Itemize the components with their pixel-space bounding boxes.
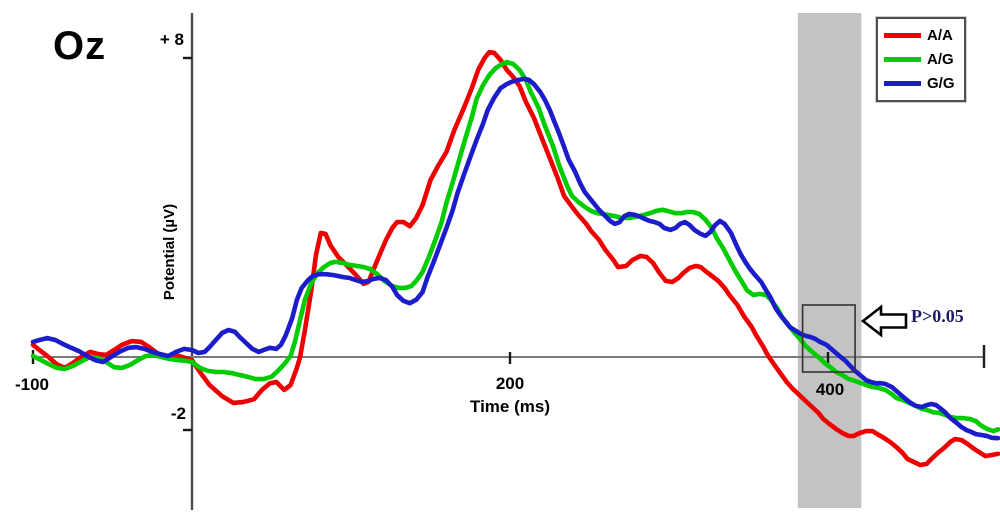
legend-item-gg: G/G <box>884 71 958 95</box>
x-axis-tick-label-200: 200 <box>495 374 525 393</box>
legend-swatch-ag <box>884 56 921 62</box>
legend-box: A/A A/G G/G <box>876 17 966 102</box>
legend-label-aa: A/A <box>927 26 953 44</box>
waveform-gg <box>30 76 1000 441</box>
legend-item-ag: A/G <box>884 47 958 71</box>
p-value-label: P>0.05 <box>911 306 964 326</box>
legend-swatch-gg <box>884 80 921 86</box>
legend-label-gg: G/G <box>927 74 955 92</box>
y-axis-tick-label-plus8: + 8 <box>159 30 184 49</box>
legend-swatch-aa <box>884 32 921 38</box>
legend-item-aa: A/A <box>884 23 958 47</box>
y-axis-tick-label-minus2: -2 <box>170 404 186 423</box>
left-block-arrow-icon <box>860 304 908 338</box>
electrode-title: Oz <box>53 24 107 68</box>
significance-box-outline <box>801 304 856 373</box>
x-axis-tick-label-minus100: -100 <box>14 375 50 394</box>
waveform-ag <box>30 59 1000 434</box>
x-axis-title: Time (ms) <box>470 397 550 416</box>
y-axis-title: Potential (µV) <box>161 203 178 301</box>
legend-label-ag: A/G <box>927 50 954 68</box>
waveform-aa <box>30 49 1000 468</box>
x-axis-tick-label-400: 400 <box>815 380 845 399</box>
